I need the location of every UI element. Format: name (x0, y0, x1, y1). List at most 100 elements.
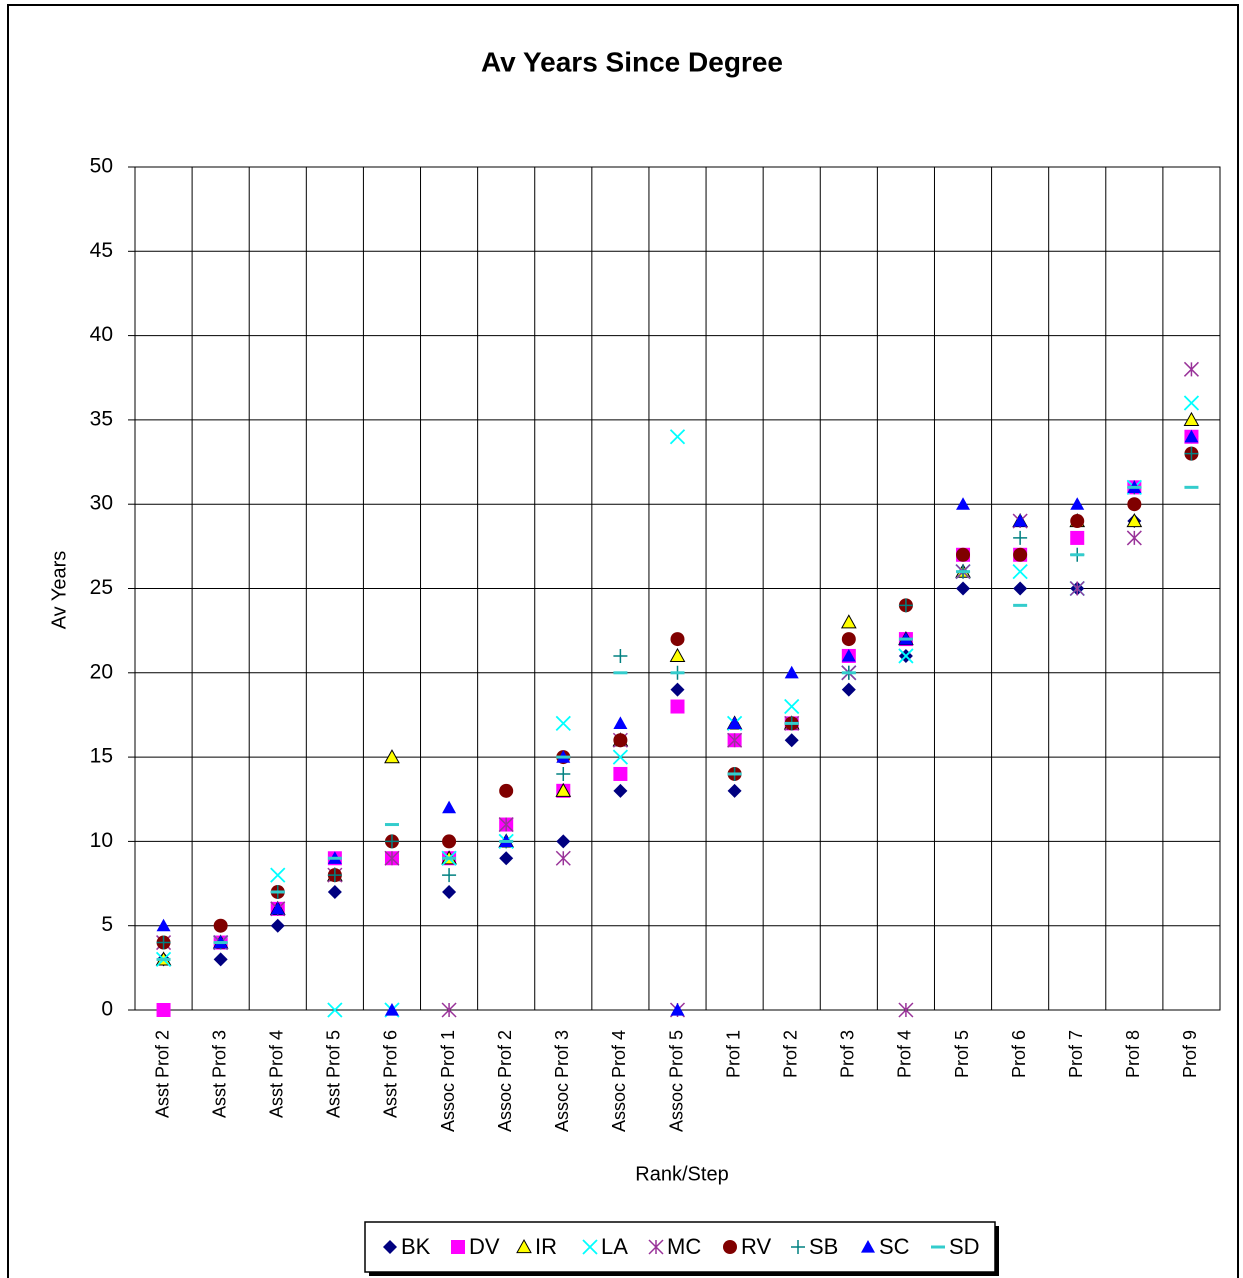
y-tick-label: 45 (90, 239, 113, 262)
legend-label: RV (741, 1234, 771, 1259)
y-axis-label: Av Years (48, 551, 70, 630)
legend (364, 1221, 996, 1273)
data-point (613, 648, 628, 663)
x-tick-label: Asst Prof 5 (324, 1030, 344, 1118)
legend-marker (791, 1240, 805, 1254)
data-point (898, 598, 913, 613)
legend-marker (723, 1240, 737, 1254)
legend-marker (516, 1238, 532, 1254)
data-point (1184, 446, 1199, 461)
legend-label: SD (949, 1234, 980, 1259)
data-point (670, 682, 685, 697)
data-point (1012, 564, 1028, 580)
data-point (841, 632, 856, 647)
x-tick-label: Assoc Prof 4 (609, 1030, 629, 1132)
data-point (670, 632, 685, 647)
data-point (727, 716, 742, 729)
data-point (784, 733, 799, 748)
legend-label: DV (469, 1234, 500, 1259)
data-point (669, 429, 686, 445)
data-point (327, 868, 342, 883)
chart-title: Av Years Since Degree (481, 46, 783, 77)
data-point (327, 1002, 343, 1018)
data-point (384, 1003, 399, 1016)
x-tick-label: Prof 4 (895, 1030, 915, 1078)
data-point (555, 782, 572, 797)
data-point (898, 1002, 914, 1018)
data-point (1126, 530, 1142, 546)
legend-label: IR (535, 1234, 557, 1259)
legend-label: SB (809, 1234, 838, 1259)
data-point (1013, 530, 1028, 545)
data-point (784, 665, 799, 679)
legend-label: LA (601, 1234, 628, 1259)
data-point (270, 901, 285, 915)
data-point (841, 682, 856, 697)
data-point (156, 935, 171, 950)
data-point (1126, 513, 1143, 528)
data-point (1070, 530, 1085, 545)
data-point (499, 783, 514, 798)
data-point (555, 850, 571, 866)
data-point (1013, 547, 1028, 562)
data-point (1184, 429, 1199, 443)
data-point (1013, 514, 1028, 527)
legend-marker (582, 1239, 598, 1255)
data-point (669, 647, 686, 663)
data-point (1183, 361, 1199, 377)
x-tick-label: Asst Prof 3 (209, 1030, 229, 1118)
data-point (213, 952, 228, 967)
legend-marker (861, 1240, 875, 1253)
x-tick-label: Prof 9 (1180, 1030, 1200, 1078)
data-point (327, 884, 342, 899)
legend-marker (383, 1240, 397, 1254)
y-tick-label: 15 (90, 745, 113, 768)
data-point (442, 834, 457, 849)
y-tick-label: 0 (101, 998, 113, 1021)
x-tick-label: Prof 7 (1066, 1030, 1086, 1078)
x-tick-label: Asst Prof 4 (267, 1030, 287, 1118)
y-tick-label: 10 (90, 829, 113, 852)
y-tick-label: 40 (90, 323, 113, 346)
data-point (670, 1003, 685, 1016)
data-point (442, 884, 457, 899)
legend-marker (648, 1239, 664, 1255)
x-tick-label: Asst Prof 6 (381, 1030, 401, 1118)
legend-label: SC (879, 1234, 910, 1259)
data-point (956, 547, 971, 562)
y-tick-label: 30 (90, 492, 113, 515)
x-tick-label: Prof 3 (838, 1030, 858, 1078)
data-point (384, 749, 400, 764)
legend-label: MC (667, 1234, 701, 1259)
data-point (1183, 411, 1200, 426)
data-point (213, 918, 228, 933)
x-tick-label: Assoc Prof 5 (666, 1030, 686, 1132)
data-point (613, 766, 628, 781)
data-point (956, 581, 971, 596)
data-point (442, 868, 457, 883)
data-point (1183, 395, 1200, 411)
data-point (498, 817, 514, 833)
data-point (840, 614, 857, 629)
legend-marker (451, 1240, 465, 1254)
x-tick-label: Prof 8 (1123, 1030, 1143, 1078)
data-point (556, 766, 571, 781)
data-point (784, 698, 800, 715)
x-tick-label: Prof 6 (1009, 1030, 1029, 1078)
y-tick-label: 25 (90, 576, 113, 599)
data-point (156, 1003, 171, 1017)
data-point (727, 783, 742, 798)
data-point (1013, 581, 1028, 596)
data-point (727, 732, 743, 748)
data-point (1069, 580, 1085, 597)
x-axis-label: Rank/Step (635, 1163, 728, 1185)
data-point (441, 1002, 457, 1018)
data-point (555, 715, 571, 732)
x-tick-label: Prof 2 (780, 1030, 800, 1078)
y-tick-label: 35 (90, 407, 113, 430)
y-tick-label: 5 (101, 913, 113, 936)
y-tick-label: 20 (90, 660, 113, 683)
data-point (898, 648, 914, 664)
data-point (1070, 497, 1085, 510)
x-tick-label: Prof 5 (952, 1030, 972, 1078)
